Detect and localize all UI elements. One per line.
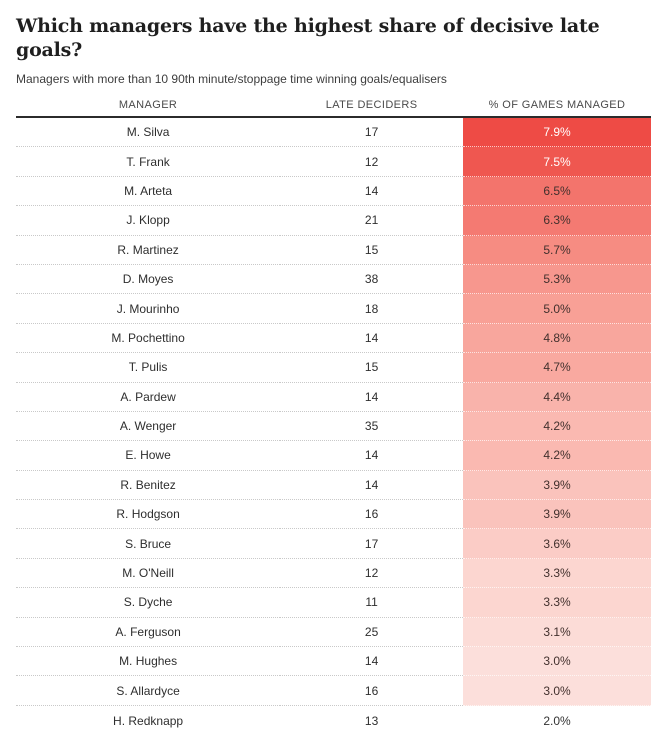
late-deciders-value: 17 [280, 118, 464, 148]
pct-games-managed-cell: 5.0% [463, 294, 651, 324]
late-deciders-value: 14 [280, 383, 464, 412]
table-row: H. Redknapp 13 2.0% [16, 705, 651, 729]
late-deciders-value: 14 [280, 441, 464, 471]
late-deciders-value: 15 [280, 236, 464, 265]
manager-name: S. Allardyce [16, 676, 281, 706]
pct-games-managed-cell: 5.7% [463, 235, 651, 265]
table-row: A. Ferguson 25 3.1% [16, 617, 651, 648]
late-deciders-value: 14 [280, 471, 464, 501]
table-row: M. O'Neill 12 3.3% [16, 558, 651, 589]
table-row: T. Frank 12 7.5% [16, 147, 651, 177]
table-row: S. Dyche 11 3.3% [16, 588, 651, 618]
manager-name: J. Mourinho [16, 294, 281, 324]
late-deciders-value: 17 [280, 529, 464, 559]
manager-name: A. Wenger [16, 412, 281, 442]
manager-name: M. Hughes [16, 647, 281, 677]
table-row: A. Wenger 35 4.2% [16, 411, 651, 442]
pct-games-managed-cell: 6.5% [463, 176, 651, 207]
table-row: T. Pulis 15 4.7% [16, 353, 651, 383]
manager-name: M. O'Neill [16, 559, 281, 589]
manager-name: A. Pardew [16, 383, 281, 412]
late-deciders-value: 11 [280, 588, 464, 618]
table-row: D. Moyes 38 5.3% [16, 264, 651, 295]
table-header-row: MANAGER LATE DECIDERS % OF GAMES MANAGED [16, 96, 651, 118]
column-header-manager: MANAGER [118, 99, 178, 111]
table-row: M. Silva 17 7.9% [16, 118, 651, 148]
late-deciders-value: 14 [280, 324, 464, 354]
manager-name: T. Pulis [16, 353, 281, 383]
table-row: R. Hodgson 16 3.9% [16, 500, 651, 530]
manager-name: H. Redknapp [113, 713, 184, 728]
late-deciders-value: 13 [364, 713, 379, 728]
table-row: E. Howe 14 4.2% [16, 441, 651, 471]
pct-games-managed-cell: 3.0% [463, 647, 651, 677]
chart-subtitle: Managers with more than 10 90th minute/s… [16, 72, 447, 86]
late-deciders-value: 14 [280, 177, 464, 207]
manager-name: M. Arteta [16, 177, 281, 207]
table-body: M. Silva 17 7.9% T. Frank 12 7.5% M. Art… [16, 118, 651, 729]
manager-name: M. Silva [16, 118, 281, 148]
late-deciders-value: 12 [280, 559, 464, 589]
pct-games-managed-cell: 3.0% [463, 676, 651, 706]
manager-name: D. Moyes [16, 265, 281, 295]
manager-name: M. Pochettino [16, 324, 281, 354]
table-row: M. Arteta 14 6.5% [16, 176, 651, 207]
manager-name: R. Hodgson [16, 500, 281, 530]
pct-games-managed-cell: 3.9% [463, 500, 651, 530]
late-deciders-value: 16 [280, 500, 464, 530]
late-deciders-value: 18 [280, 294, 464, 324]
manager-name: R. Martinez [16, 236, 281, 265]
pct-games-managed-cell: 4.7% [463, 353, 651, 383]
pct-games-managed-cell: 3.9% [463, 470, 651, 501]
table-row: M. Pochettino 14 4.8% [16, 323, 651, 354]
manager-name: R. Benitez [16, 471, 281, 501]
manager-name: J. Klopp [16, 206, 281, 236]
pct-games-managed-cell: 5.3% [463, 264, 651, 295]
pct-games-managed-cell: 7.9% [463, 118, 651, 148]
pct-games-managed-cell: 3.6% [463, 529, 651, 559]
pct-games-managed-cell: 3.1% [463, 617, 651, 648]
late-deciders-value: 16 [280, 676, 464, 706]
pct-games-managed-cell: 4.8% [463, 323, 651, 354]
table-row: J. Mourinho 18 5.0% [16, 294, 651, 324]
table-row: A. Pardew 14 4.4% [16, 382, 651, 412]
late-deciders-value: 14 [280, 647, 464, 677]
column-header-pct-games-managed: % OF GAMES MANAGED [488, 99, 626, 111]
column-header-late-deciders: LATE DECIDERS [325, 99, 418, 111]
pct-games-managed-cell: 3.3% [463, 588, 651, 618]
pct-games-managed-cell: 6.3% [463, 206, 651, 236]
late-deciders-value: 12 [280, 147, 464, 177]
manager-name: A. Ferguson [16, 618, 281, 648]
pct-games-managed-cell: 2.0% [463, 705, 651, 729]
pct-games-managed-cell: 4.4% [463, 382, 651, 412]
late-deciders-value: 25 [280, 618, 464, 648]
late-deciders-value: 38 [280, 265, 464, 295]
table-row: J. Klopp 21 6.3% [16, 206, 651, 236]
table-row: R. Martinez 15 5.7% [16, 235, 651, 265]
manager-name: S. Dyche [16, 588, 281, 618]
pct-games-managed-cell: 3.3% [463, 558, 651, 589]
chart-title: Which managers have the highest share of… [16, 15, 600, 61]
late-deciders-value: 15 [280, 353, 464, 383]
managers-table: MANAGER LATE DECIDERS % OF GAMES MANAGED… [16, 96, 651, 729]
manager-name: T. Frank [16, 147, 281, 177]
late-deciders-value: 35 [280, 412, 464, 442]
pct-games-managed-cell: 4.2% [463, 411, 651, 442]
manager-name: S. Bruce [16, 529, 281, 559]
table-row: R. Benitez 14 3.9% [16, 470, 651, 501]
pct-games-managed-cell: 7.5% [463, 147, 651, 177]
late-deciders-value: 21 [280, 206, 464, 236]
table-row: M. Hughes 14 3.0% [16, 647, 651, 677]
table-row: S. Allardyce 16 3.0% [16, 676, 651, 706]
pct-games-managed-cell: 4.2% [463, 441, 651, 471]
manager-name: E. Howe [16, 441, 281, 471]
table-row: S. Bruce 17 3.6% [16, 529, 651, 559]
